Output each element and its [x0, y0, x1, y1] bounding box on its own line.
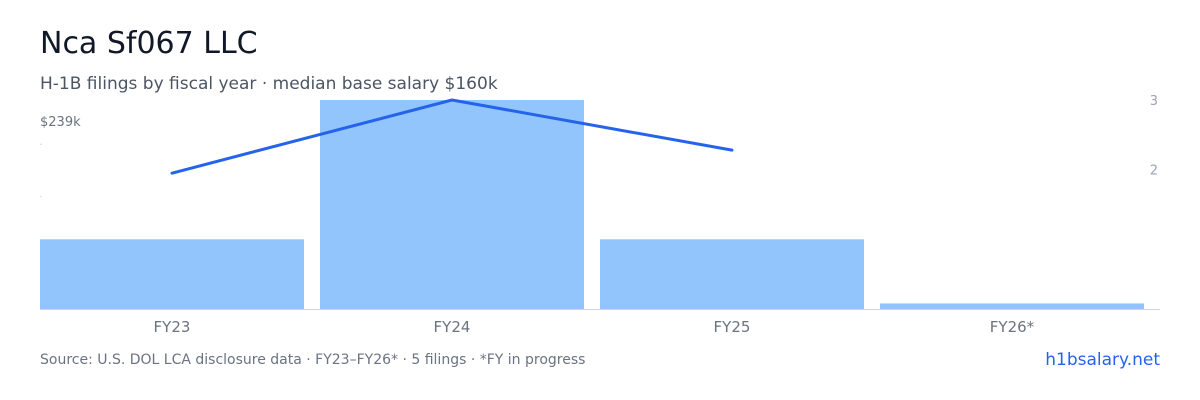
x-tick-label: FY24 [434, 318, 471, 336]
site-link[interactable]: h1bsalary.net [1045, 350, 1160, 370]
right-axis-tick-label: 2 [1150, 164, 1158, 179]
chart-subtitle: H-1B filings by fiscal year · median bas… [40, 74, 498, 94]
bar-fy25[interactable] [600, 239, 864, 309]
right-axis-tick-label: 3 [1150, 94, 1158, 109]
chart-title: Nca Sf067 LLC [40, 26, 258, 61]
bar-fy23[interactable] [40, 239, 304, 309]
x-tick-label: FY25 [714, 318, 751, 336]
left-axis-tick-mark-0 [40, 143, 42, 146]
x-tick-label: FY23 [154, 318, 191, 336]
left-axis-top-label: $239k [40, 115, 81, 130]
left-axis-tick-mark-1 [40, 195, 42, 198]
bar-fy24[interactable] [320, 100, 584, 309]
source-note: Source: U.S. DOL LCA disclosure data · F… [40, 352, 586, 368]
x-tick-label: FY26* [990, 318, 1035, 336]
bar-fy26-inprogress[interactable] [880, 303, 1144, 309]
